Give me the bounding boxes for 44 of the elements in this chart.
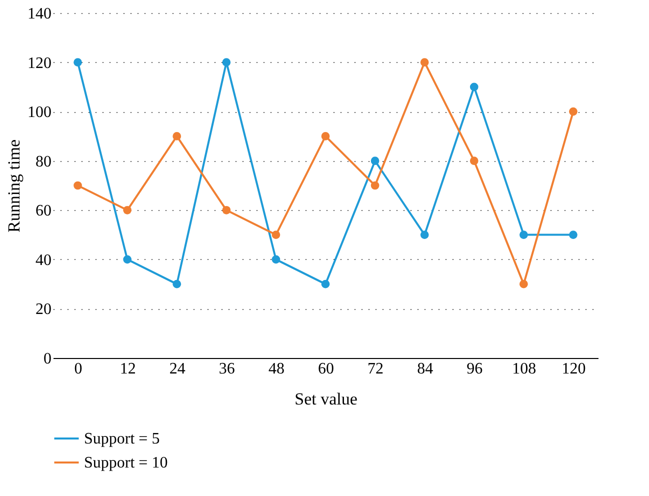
x-tick-label: 60 [318,360,334,378]
point [569,107,578,116]
x-tick-label: 12 [120,360,136,378]
point [74,181,82,190]
x-tick-label: 0 [74,360,82,378]
point [123,255,132,264]
y-tick-label: 140 [28,6,52,22]
point [321,132,330,140]
point [272,255,280,264]
x-tick-label: 108 [512,360,536,378]
point [470,156,478,166]
y-tick-label: 20 [36,301,52,318]
x-tick-label: 48 [268,360,284,378]
point [420,230,429,239]
x-tick-label: 24 [169,360,186,378]
point [123,206,132,214]
x-tick-label: 36 [218,360,235,378]
y-tick-label: 100 [28,104,52,122]
point [370,181,380,190]
point [370,156,380,166]
y-axis-title: Running time [4,139,24,233]
point [74,58,82,66]
point [172,280,182,288]
y-tick-label: 80 [36,153,52,170]
point [470,82,478,92]
x-tick-label: 96 [466,360,483,378]
x-tick-label: 120 [562,360,586,378]
point [520,280,528,288]
legend-label: Support = 10 [84,454,168,472]
point [222,58,231,66]
y-tick-label: 60 [36,202,52,220]
x-tick-label: 72 [368,360,384,378]
point [272,230,280,239]
point [520,230,528,239]
x-axis-title: Set value [294,390,358,408]
y-tick-label: 120 [28,54,52,72]
y-tick-label: 40 [36,252,52,269]
point [172,132,182,140]
x-tick-label: 84 [417,360,434,378]
point [569,230,578,239]
point [321,280,330,288]
legend-label: Support = 5 [84,430,160,448]
point [420,58,429,66]
point [222,206,231,214]
